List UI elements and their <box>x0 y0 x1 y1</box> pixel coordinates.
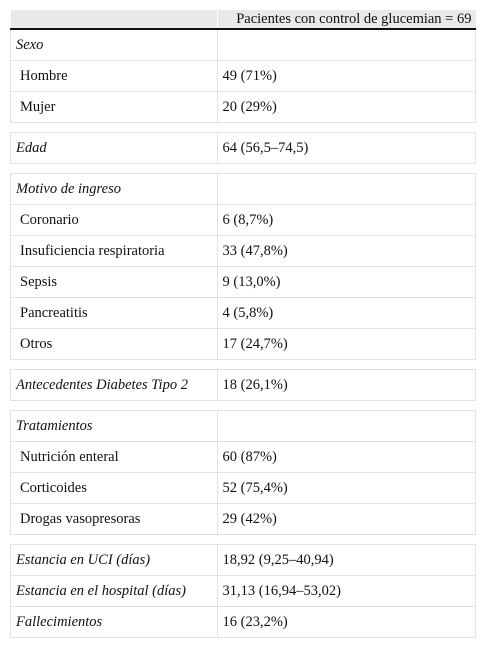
value-cell <box>216 410 476 442</box>
spacer-cell <box>217 534 476 545</box>
header-row: Pacientes con control de glucemian = 69 <box>10 10 476 30</box>
value-cell: 20 (29%) <box>216 91 476 123</box>
spacer-row <box>10 400 476 411</box>
spacer-cell <box>10 122 217 133</box>
label-cell: Mujer <box>10 91 218 123</box>
heading-row: Estancia en el hospital (días) 31,13 (16,… <box>10 575 476 607</box>
label-cell: Pancreatitis <box>10 297 218 329</box>
table-body: Pacientes con control de glucemian = 69 … <box>10 10 476 638</box>
value-cell: 29 (42%) <box>216 503 476 535</box>
heading-row: Estancia en UCI (días) 18,92 (9,25–40,94) <box>10 544 476 576</box>
item-row: Mujer 20 (29%) <box>10 91 476 123</box>
value-cell <box>216 28 476 61</box>
spacer-row <box>10 359 476 370</box>
spacer-cell <box>217 400 476 411</box>
header-cell: Pacientes con control de glucemian = 69 <box>217 10 476 30</box>
item-row: Pancreatitis 4 (5,8%) <box>10 297 476 329</box>
spacer-cell <box>10 534 217 545</box>
value-cell: 6 (8,7%) <box>216 204 476 236</box>
item-row: Coronario 6 (8,7%) <box>10 204 476 236</box>
label-cell: Estancia en UCI (días) <box>10 544 218 576</box>
item-row: Corticoides 52 (75,4%) <box>10 472 476 504</box>
value-cell: 31,13 (16,94–53,02) <box>216 575 476 607</box>
value-cell: 52 (75,4%) <box>216 472 476 504</box>
item-row: Nutrición enteral 60 (87%) <box>10 441 476 473</box>
value-cell: 16 (23,2%) <box>216 606 476 638</box>
value-cell: 49 (71%) <box>216 60 476 92</box>
value-cell: 17 (24,7%) <box>216 328 476 360</box>
heading-row: Antecedentes Diabetes Tipo 2 18 (26,1%) <box>10 369 476 401</box>
label-cell: Tratamientos <box>10 410 218 442</box>
spacer-cell <box>10 359 217 370</box>
heading-row: Edad 64 (56,5–74,5) <box>10 132 476 164</box>
spacer-cell <box>217 122 476 133</box>
spacer-cell <box>217 163 476 174</box>
spacer-row <box>10 163 476 174</box>
label-cell: Motivo de ingreso <box>10 173 218 205</box>
value-cell <box>216 173 476 205</box>
item-row: Sepsis 9 (13,0%) <box>10 266 476 298</box>
label-cell: Estancia en el hospital (días) <box>10 575 218 607</box>
label-cell: Otros <box>10 328 218 360</box>
data-table: Pacientes con control de glucemian = 69 … <box>10 10 476 638</box>
label-cell: Coronario <box>10 204 218 236</box>
heading-row: Tratamientos <box>10 410 476 442</box>
spacer-row <box>10 534 476 545</box>
item-row: Otros 17 (24,7%) <box>10 328 476 360</box>
label-cell: Corticoides <box>10 472 218 504</box>
spacer-cell <box>217 359 476 370</box>
header-cell-empty <box>10 10 218 30</box>
spacer-row <box>10 122 476 133</box>
value-cell: 18 (26,1%) <box>216 369 476 401</box>
label-cell: Fallecimientos <box>10 606 218 638</box>
item-row: Drogas vasopresoras 29 (42%) <box>10 503 476 535</box>
label-cell: Insuficiencia respiratoria <box>10 235 218 267</box>
heading-row: Motivo de ingreso <box>10 173 476 205</box>
value-cell: 60 (87%) <box>216 441 476 473</box>
label-cell: Hombre <box>10 60 218 92</box>
value-cell: 18,92 (9,25–40,94) <box>216 544 476 576</box>
heading-row: Fallecimientos 16 (23,2%) <box>10 606 476 638</box>
label-cell: Drogas vasopresoras <box>10 503 218 535</box>
value-cell: 33 (47,8%) <box>216 235 476 267</box>
item-row: Hombre 49 (71%) <box>10 60 476 92</box>
label-cell: Antecedentes Diabetes Tipo 2 <box>10 369 218 401</box>
label-cell: Sepsis <box>10 266 218 298</box>
label-cell: Sexo <box>10 28 218 61</box>
value-cell: 9 (13,0%) <box>216 266 476 298</box>
item-row: Insuficiencia respiratoria 33 (47,8%) <box>10 235 476 267</box>
label-cell: Nutrición enteral <box>10 441 218 473</box>
spacer-cell <box>10 400 217 411</box>
label-cell: Edad <box>10 132 218 164</box>
heading-row: Sexo <box>10 28 476 61</box>
spacer-cell <box>10 163 217 174</box>
value-cell: 4 (5,8%) <box>216 297 476 329</box>
value-cell: 64 (56,5–74,5) <box>216 132 476 164</box>
